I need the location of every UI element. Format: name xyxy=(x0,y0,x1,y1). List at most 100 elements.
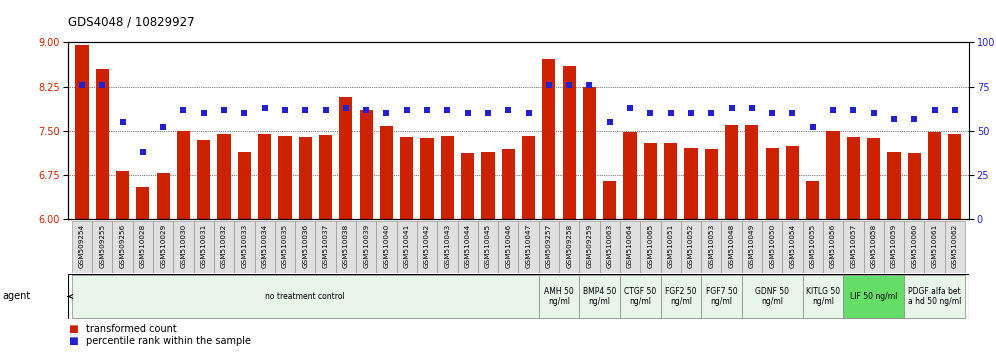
Bar xyxy=(136,187,149,219)
Point xyxy=(947,107,963,113)
Text: no treatment control: no treatment control xyxy=(265,292,346,301)
FancyBboxPatch shape xyxy=(844,221,864,273)
Point xyxy=(561,82,577,88)
FancyBboxPatch shape xyxy=(518,221,539,273)
Bar xyxy=(928,132,941,219)
Bar xyxy=(725,125,738,219)
FancyBboxPatch shape xyxy=(701,275,742,318)
Text: LIF 50 ng/ml: LIF 50 ng/ml xyxy=(850,292,897,301)
Bar xyxy=(238,152,251,219)
FancyBboxPatch shape xyxy=(234,221,255,273)
Point xyxy=(825,107,841,113)
Text: GSM510037: GSM510037 xyxy=(323,224,329,268)
FancyBboxPatch shape xyxy=(742,275,803,318)
Point xyxy=(582,82,598,88)
Bar xyxy=(481,152,495,219)
Bar xyxy=(868,138,880,219)
Text: GSM510064: GSM510064 xyxy=(627,224,633,268)
Bar xyxy=(827,131,840,219)
Text: FGF7 50
ng/ml: FGF7 50 ng/ml xyxy=(705,287,737,306)
Text: GSM509256: GSM509256 xyxy=(120,224,125,268)
Bar xyxy=(76,45,89,219)
FancyBboxPatch shape xyxy=(336,221,356,273)
Bar xyxy=(847,137,860,219)
Point xyxy=(359,107,374,113)
Point xyxy=(398,107,414,113)
Text: GSM510059: GSM510059 xyxy=(891,224,897,268)
Text: GSM510033: GSM510033 xyxy=(241,224,247,268)
Text: GSM510050: GSM510050 xyxy=(769,224,775,268)
Bar xyxy=(907,153,921,219)
FancyBboxPatch shape xyxy=(539,221,559,273)
Text: GSM510054: GSM510054 xyxy=(790,224,796,268)
Bar xyxy=(340,97,353,219)
Text: GSM510044: GSM510044 xyxy=(465,224,471,268)
FancyBboxPatch shape xyxy=(498,221,518,273)
Bar xyxy=(217,134,231,219)
FancyBboxPatch shape xyxy=(904,221,924,273)
Text: PDGF alfa bet
a hd 50 ng/ml: PDGF alfa bet a hd 50 ng/ml xyxy=(908,287,961,306)
Point xyxy=(378,110,394,116)
Point xyxy=(764,110,780,116)
Bar xyxy=(502,149,515,219)
Text: GSM510057: GSM510057 xyxy=(851,224,857,268)
Text: GSM510030: GSM510030 xyxy=(180,224,186,268)
Bar xyxy=(360,110,373,219)
Text: GDS4048 / 10829927: GDS4048 / 10829927 xyxy=(68,16,194,29)
FancyBboxPatch shape xyxy=(255,221,275,273)
Text: percentile rank within the sample: percentile rank within the sample xyxy=(86,336,251,346)
FancyBboxPatch shape xyxy=(660,275,701,318)
Bar xyxy=(664,143,677,219)
Point xyxy=(277,107,293,113)
FancyBboxPatch shape xyxy=(214,221,234,273)
Text: GSM510045: GSM510045 xyxy=(485,224,491,268)
Text: FGF2 50
ng/ml: FGF2 50 ng/ml xyxy=(665,287,696,306)
Text: GSM510034: GSM510034 xyxy=(262,224,268,268)
Point xyxy=(439,107,455,113)
FancyBboxPatch shape xyxy=(803,275,844,318)
Text: GDNF 50
ng/ml: GDNF 50 ng/ml xyxy=(755,287,789,306)
FancyBboxPatch shape xyxy=(924,221,945,273)
Point xyxy=(744,105,760,111)
FancyBboxPatch shape xyxy=(640,221,660,273)
FancyBboxPatch shape xyxy=(844,275,904,318)
Text: GSM510038: GSM510038 xyxy=(343,224,349,268)
Text: GSM510031: GSM510031 xyxy=(201,224,207,268)
Point xyxy=(155,125,171,130)
Text: GSM510056: GSM510056 xyxy=(830,224,836,268)
Point xyxy=(175,107,191,113)
Text: BMP4 50
ng/ml: BMP4 50 ng/ml xyxy=(583,287,617,306)
Point xyxy=(318,107,334,113)
Bar xyxy=(400,137,413,219)
Point xyxy=(926,107,942,113)
FancyBboxPatch shape xyxy=(437,221,457,273)
Bar xyxy=(786,146,799,219)
Bar xyxy=(177,131,190,219)
Point xyxy=(703,110,719,116)
Text: GSM509254: GSM509254 xyxy=(79,224,85,268)
FancyBboxPatch shape xyxy=(417,221,437,273)
Point xyxy=(115,119,130,125)
FancyBboxPatch shape xyxy=(539,275,580,318)
Text: GSM510040: GSM510040 xyxy=(383,224,389,268)
Text: agent: agent xyxy=(2,291,30,302)
FancyBboxPatch shape xyxy=(72,221,92,273)
Bar xyxy=(583,87,596,219)
FancyBboxPatch shape xyxy=(396,221,417,273)
Point xyxy=(662,110,678,116)
FancyBboxPatch shape xyxy=(580,221,600,273)
Text: GSM509258: GSM509258 xyxy=(566,224,572,268)
FancyBboxPatch shape xyxy=(742,221,762,273)
Text: GSM510032: GSM510032 xyxy=(221,224,227,268)
Text: GSM510042: GSM510042 xyxy=(424,224,430,268)
Text: GSM510028: GSM510028 xyxy=(139,224,145,268)
FancyBboxPatch shape xyxy=(113,221,132,273)
Point xyxy=(297,107,313,113)
FancyBboxPatch shape xyxy=(559,221,580,273)
Text: GSM510029: GSM510029 xyxy=(160,224,166,268)
Bar xyxy=(96,69,109,219)
Point xyxy=(521,110,537,116)
FancyBboxPatch shape xyxy=(295,221,316,273)
Point xyxy=(724,105,740,111)
Bar xyxy=(197,140,210,219)
